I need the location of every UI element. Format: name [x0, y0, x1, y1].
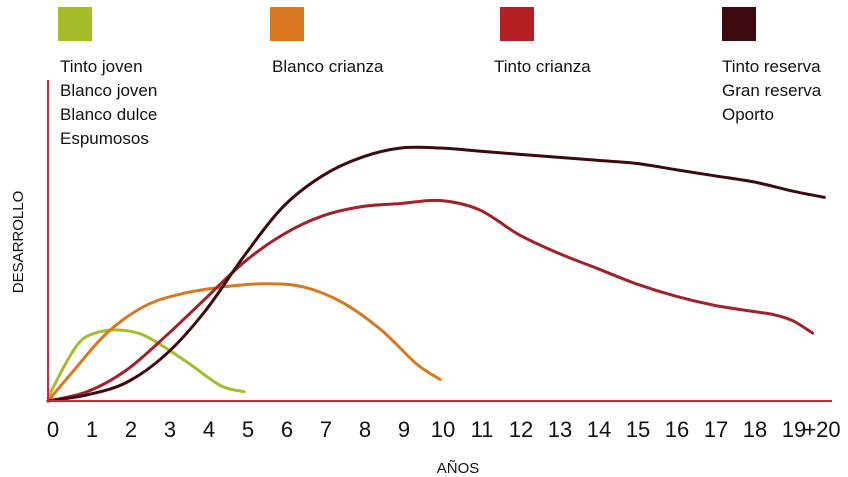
series-line-4 [46, 145, 826, 403]
x-tick-label: +20 [803, 417, 840, 442]
x-tick-label: 6 [281, 417, 293, 442]
plot-lines [46, 145, 826, 403]
legend-label: Blanco dulce [60, 105, 157, 124]
series-line-3 [46, 198, 815, 403]
legend-entry-3: Tinto crianza [494, 7, 591, 76]
legend-entry-4: Tinto reserva Gran reserva Oporto [722, 7, 822, 124]
legend-label: Blanco crianza [272, 57, 384, 76]
x-axis-title: AÑOS [437, 460, 480, 477]
x-tick-label: 16 [665, 417, 689, 442]
x-tick-label: 4 [203, 417, 215, 442]
x-tick-label: 8 [359, 417, 371, 442]
x-tick-label: 2 [125, 417, 137, 442]
legend-entry-1: Tinto joven Blanco joven Blanco dulce Espum… [58, 7, 157, 148]
legend-entry-2: Blanco crianza [270, 7, 384, 76]
x-tick-label: 3 [164, 417, 176, 442]
x-tick-label: 11 [471, 417, 494, 442]
legend-label: Tinto reserva [722, 57, 821, 76]
legend-swatch [58, 7, 92, 41]
x-tick-label: 1 [86, 417, 98, 442]
series-line-2 [46, 282, 442, 403]
legend-label: Gran reserva [722, 81, 822, 100]
x-tick-labels: 0 1 2 3 4 5 6 7 8 9 10 11 12 13 14 15 16 17 18 19+20 [47, 417, 841, 442]
x-tick-label: 7 [320, 417, 332, 442]
legend-label: Oporto [722, 105, 774, 124]
x-tick-label: 19 [782, 417, 806, 442]
x-tick-label: 9 [398, 417, 410, 442]
legend-swatch [500, 7, 534, 41]
x-tick-label: 12 [509, 417, 533, 442]
legend: Tinto joven Blanco joven Blanco dulce Espum… [58, 7, 822, 148]
x-tick-label: 10 [431, 417, 455, 442]
series-line-1 [46, 328, 246, 400]
x-tick-label: 15 [626, 417, 650, 442]
x-tick-label: 5 [242, 417, 254, 442]
x-tick-label: 17 [704, 417, 728, 442]
x-tick-label: 13 [548, 417, 572, 442]
legend-swatch [722, 7, 756, 41]
x-tick-label: 0 [47, 417, 59, 442]
legend-swatch [270, 7, 304, 41]
legend-label: Blanco joven [60, 81, 157, 100]
y-axis-title: DESARROLLO [10, 191, 27, 294]
legend-label: Tinto joven [60, 57, 143, 76]
legend-label: Tinto crianza [494, 57, 591, 76]
legend-label: Espumosos [60, 129, 149, 148]
x-tick-label: 18 [743, 417, 767, 442]
x-tick-label: 14 [587, 417, 611, 442]
